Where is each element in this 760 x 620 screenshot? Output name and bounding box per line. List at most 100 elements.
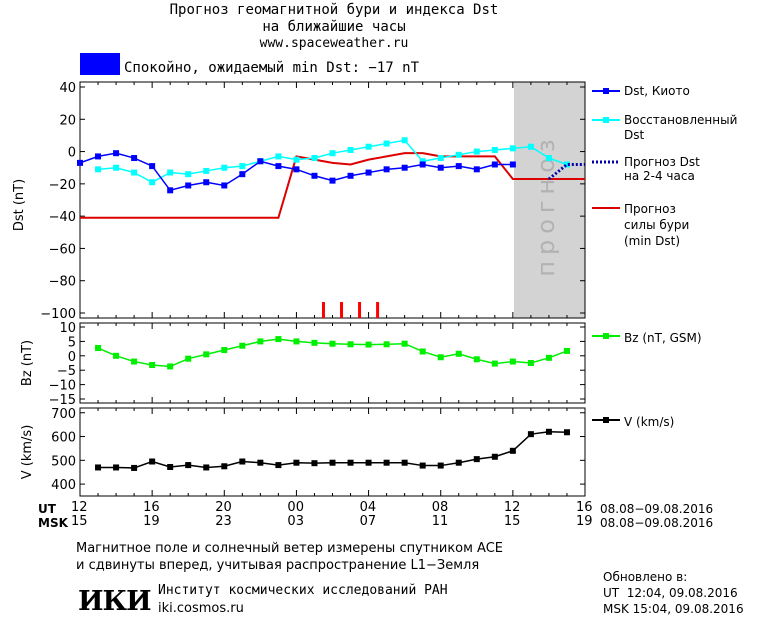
updated-msk: MSK 15:04, 09.08.2016	[603, 602, 744, 616]
dst-restored-point	[437, 155, 444, 162]
bz-point	[257, 338, 264, 345]
dst-kyoto-point	[419, 161, 426, 168]
dst-restored-point	[185, 171, 192, 178]
v-point	[455, 459, 462, 466]
forecast-region	[514, 82, 585, 318]
v-point	[149, 458, 156, 465]
dst-kyoto-point	[95, 153, 102, 160]
v-point	[545, 428, 552, 435]
v-point	[491, 453, 498, 460]
v-series	[95, 428, 570, 471]
bz-point	[545, 354, 552, 361]
dst-restored-point	[383, 140, 390, 147]
legend-storm-l2: силы бури	[624, 218, 690, 232]
dst-kyoto-point	[221, 182, 228, 189]
iki-logo[interactable]: ИКИ	[78, 586, 152, 617]
dst-panel: прогноз 40 20 0 −20 −40 −60 −80 −100 Dst (nT)	[12, 81, 586, 322]
updated-ut: UT 12:04, 09.08.2016	[603, 586, 738, 600]
bz-point	[383, 341, 390, 348]
v-ylabel: V (km/s)	[20, 425, 35, 480]
v-point	[203, 464, 210, 471]
dst-restored-point	[455, 151, 462, 158]
msk-tick-label: 03	[287, 514, 304, 529]
v-point	[293, 459, 300, 466]
dst-ytick-label: 0	[68, 146, 76, 161]
dst-storm-line	[80, 152, 585, 219]
chart-title-line1: Прогноз геомагнитной бури и индекса Dst	[169, 2, 499, 18]
dst-restored-point	[563, 161, 570, 168]
dst-ytick-label: 40	[59, 81, 76, 96]
forecast-region-label: прогноз	[532, 133, 560, 276]
dst-restored-point	[167, 169, 174, 176]
dst-frame	[79, 81, 586, 319]
msk-tick-label: 19	[576, 514, 593, 529]
dst-restored-point	[149, 179, 156, 186]
bz-point	[365, 341, 372, 348]
msk-tick-label: 15	[503, 514, 521, 529]
dst-ytick-label: 20	[59, 113, 76, 128]
storm-markers	[321, 302, 380, 318]
bz-point	[149, 362, 156, 369]
legend-restored-l1: Восстановленный	[624, 113, 738, 127]
dst-kyoto-point	[311, 172, 318, 179]
bz-ytick-label: −5	[57, 364, 76, 379]
status-color-box	[80, 53, 120, 75]
legend-dst-kyoto-marker	[603, 88, 609, 94]
dst-kyoto-point	[473, 166, 480, 173]
ut-tick-label: 12	[71, 500, 88, 515]
v-y-ticks: 700 600 500 400	[51, 407, 585, 493]
legend-v-marker	[603, 417, 609, 423]
legend-markers	[592, 88, 620, 423]
ut-range: 08.08−09.08.2016	[600, 502, 714, 516]
bz-series	[95, 336, 570, 370]
legend-dst-kyoto: Dst, Киото	[624, 84, 690, 98]
v-point	[383, 459, 390, 466]
bz-ytick-label: −15	[49, 393, 76, 408]
dst-restored-point	[545, 155, 552, 162]
ut-tick-label: 16	[576, 500, 593, 515]
ut-tick-label: 08	[431, 500, 449, 515]
dst-restored-point	[509, 145, 516, 152]
msk-tick-label: 11	[431, 514, 449, 529]
dst-kyoto-point	[347, 172, 354, 179]
bz-point	[455, 350, 462, 357]
dst-restored-point	[239, 163, 246, 170]
v-x-ticks	[79, 408, 586, 496]
dst-restored-point	[401, 137, 408, 144]
ut-tick-label: 04	[359, 500, 377, 515]
msk-tick-label: 19	[143, 514, 160, 529]
dst-kyoto-point	[149, 163, 156, 170]
ut-tick-label: 16	[143, 500, 160, 515]
dst-restored-point	[527, 143, 534, 150]
legend-bz-marker	[603, 333, 609, 339]
legend-restored-marker	[603, 117, 609, 123]
institute-site[interactable]: iki.cosmos.ru	[158, 601, 244, 616]
bz-point	[329, 340, 336, 347]
bz-point	[167, 363, 174, 370]
dst-kyoto-point	[401, 164, 408, 171]
bz-point	[473, 356, 480, 363]
dst-restored-point	[365, 143, 372, 150]
bz-point	[527, 360, 534, 366]
bz-ytick-label: −10	[49, 379, 76, 394]
bz-ylabel: Bz (nT)	[20, 340, 35, 386]
msk-tick-label: 23	[215, 514, 232, 529]
ut-axis-label: UT	[38, 502, 56, 516]
dst-restored-point	[113, 164, 120, 171]
dst-kyoto-point	[113, 150, 120, 157]
legend-restored-l2: Dst	[624, 128, 645, 142]
v-ytick-label: 700	[51, 407, 76, 422]
bz-ytick-label: 10	[59, 321, 76, 336]
v-point	[347, 459, 354, 466]
site-url[interactable]: www.spaceweather.ru	[259, 36, 409, 51]
dst-restored-point	[131, 169, 138, 176]
bz-x-ticks	[79, 323, 586, 403]
dst-kyoto-point	[455, 163, 462, 170]
dst-kyoto-point	[131, 155, 138, 162]
bz-point	[437, 354, 444, 361]
v-point	[131, 464, 138, 471]
dst-kyoto-point	[437, 164, 444, 171]
dst-restored-point	[293, 156, 300, 163]
bz-ytick-label: 0	[68, 350, 76, 365]
